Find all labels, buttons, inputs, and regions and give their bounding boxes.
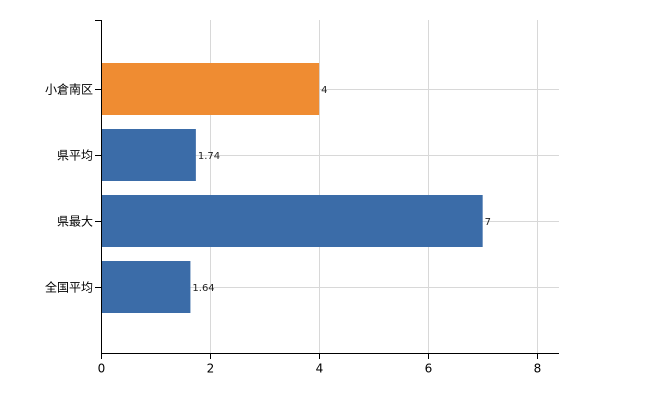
value-label: 7 [485, 217, 491, 228]
y-tick-label: 小倉南区 [45, 82, 93, 97]
value-label: 1.74 [198, 151, 220, 162]
bar [101, 129, 196, 181]
value-label: 4 [321, 85, 327, 96]
x-tick-label: 0 [98, 362, 106, 376]
bar [101, 195, 483, 247]
y-tick-label: 全国平均 [45, 280, 93, 295]
x-tick-label: 2 [207, 362, 215, 376]
x-tick-label: 4 [316, 362, 324, 376]
bar [101, 261, 191, 313]
x-tick-label: 6 [425, 362, 433, 376]
bar [101, 63, 320, 115]
value-label: 1.64 [192, 283, 214, 294]
y-tick-label: 県平均 [57, 149, 93, 163]
x-tick-label: 8 [534, 362, 542, 376]
y-tick-label: 県最大 [57, 215, 93, 229]
